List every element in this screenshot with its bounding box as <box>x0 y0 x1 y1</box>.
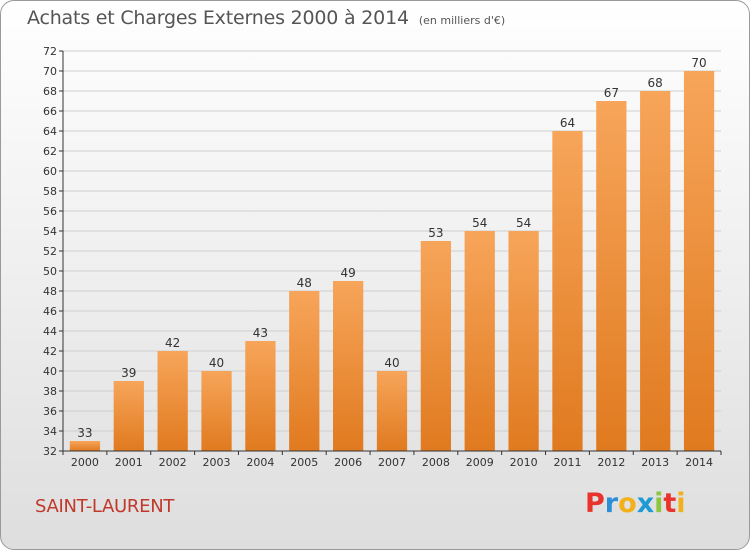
y-tick-label: 72 <box>43 45 57 58</box>
y-tick-label: 50 <box>43 265 57 278</box>
y-tick-label: 44 <box>43 325 57 338</box>
data-labels: 33 39 42 40 43 48 49 40 53 54 54 64 67 68 70 <box>77 56 706 440</box>
logo-letter: o <box>618 488 637 519</box>
bar-2004 <box>245 341 276 451</box>
data-label-2006: 49 <box>340 266 355 280</box>
bar-2007 <box>376 371 408 451</box>
data-label-2011: 64 <box>560 116 575 130</box>
logo-letter: i <box>676 488 686 519</box>
bar-2009 <box>464 231 495 451</box>
y-tick-label: 62 <box>43 145 57 158</box>
data-label-2003: 40 <box>209 356 224 370</box>
proxiti-logo: Proxiti <box>585 488 686 519</box>
x-tick-label-2002: 2002 <box>159 456 187 469</box>
bar-2014 <box>683 71 715 451</box>
bar-2013 <box>640 91 671 451</box>
y-tick-label: 42 <box>43 345 57 358</box>
bar-2010 <box>508 231 539 451</box>
data-label-2001: 39 <box>121 366 136 380</box>
data-label-2013: 68 <box>648 76 663 90</box>
chart-subtitle: (en milliers d'€) <box>418 14 506 27</box>
title-row: Achats et Charges Externes 2000 à 2014 (e… <box>27 7 505 29</box>
y-tick-label: 64 <box>43 125 57 138</box>
axes: 32 34 36 38 40 42 44 46 48 50 52 54 56 58 60 62 64 66 68 70… <box>43 45 722 469</box>
x-tick-label-2006: 2006 <box>334 456 362 469</box>
x-tick-label-2013: 2013 <box>641 456 669 469</box>
bar-2012 <box>596 101 627 451</box>
x-tick-label-2001: 2001 <box>115 456 143 469</box>
y-tick-label: 38 <box>43 385 57 398</box>
bar-2006 <box>332 281 364 451</box>
bar-2003 <box>201 371 232 451</box>
logo-letter: t <box>663 488 677 519</box>
data-label-2005: 48 <box>297 276 312 290</box>
data-label-2010: 54 <box>516 216 531 230</box>
y-tick-label: 36 <box>43 405 57 418</box>
y-tick-label: 68 <box>43 85 57 98</box>
x-tick-label-2010: 2010 <box>510 456 538 469</box>
y-tick-label: 48 <box>43 285 57 298</box>
x-tick-label-2003: 2003 <box>203 456 231 469</box>
bar-2002 <box>157 351 188 451</box>
bars <box>69 71 715 451</box>
data-label-2004: 43 <box>253 326 268 340</box>
y-tick-label: 56 <box>43 205 57 218</box>
y-tick-label: 54 <box>43 225 57 238</box>
x-tick-label-2004: 2004 <box>246 456 274 469</box>
data-label-2002: 42 <box>165 336 180 350</box>
x-tick-label-2000: 2000 <box>71 456 99 469</box>
data-label-2008: 53 <box>428 226 443 240</box>
y-tick-label: 66 <box>43 105 57 118</box>
data-label-2000: 33 <box>77 426 92 440</box>
logo-letter: r <box>604 488 619 519</box>
chart-title: Achats et Charges Externes 2000 à 2014 <box>27 7 409 29</box>
x-tick-label-2008: 2008 <box>422 456 450 469</box>
data-label-2007: 40 <box>384 356 399 370</box>
x-tick-label-2009: 2009 <box>466 456 494 469</box>
bar-2000 <box>69 441 101 451</box>
x-tick-label-2011: 2011 <box>553 456 581 469</box>
bar-2011 <box>552 131 583 451</box>
logo-letter: i <box>654 488 664 519</box>
data-label-2009: 54 <box>472 216 487 230</box>
data-label-2014: 70 <box>691 56 706 70</box>
y-tick-label: 52 <box>43 245 57 258</box>
x-tick-label-2007: 2007 <box>378 456 406 469</box>
y-tick-label: 46 <box>43 305 57 318</box>
bar-2005 <box>289 291 320 451</box>
data-label-2012: 67 <box>604 86 619 100</box>
x-tick-label-2014: 2014 <box>685 456 713 469</box>
y-tick-label: 70 <box>43 65 57 78</box>
y-tick-label: 58 <box>43 185 57 198</box>
x-tick-label-2005: 2005 <box>290 456 318 469</box>
commune-name: SAINT-LAURENT <box>35 496 175 517</box>
y-tick-label: 32 <box>43 445 57 458</box>
y-tick-label: 34 <box>43 425 57 438</box>
bar-2001 <box>113 381 144 451</box>
x-tick-label-2012: 2012 <box>597 456 625 469</box>
logo-letter: x <box>636 488 655 519</box>
logo-letter: P <box>585 488 605 519</box>
y-tick-label: 60 <box>43 165 57 178</box>
bar-2008 <box>420 241 452 451</box>
y-tick-label: 40 <box>43 365 57 378</box>
